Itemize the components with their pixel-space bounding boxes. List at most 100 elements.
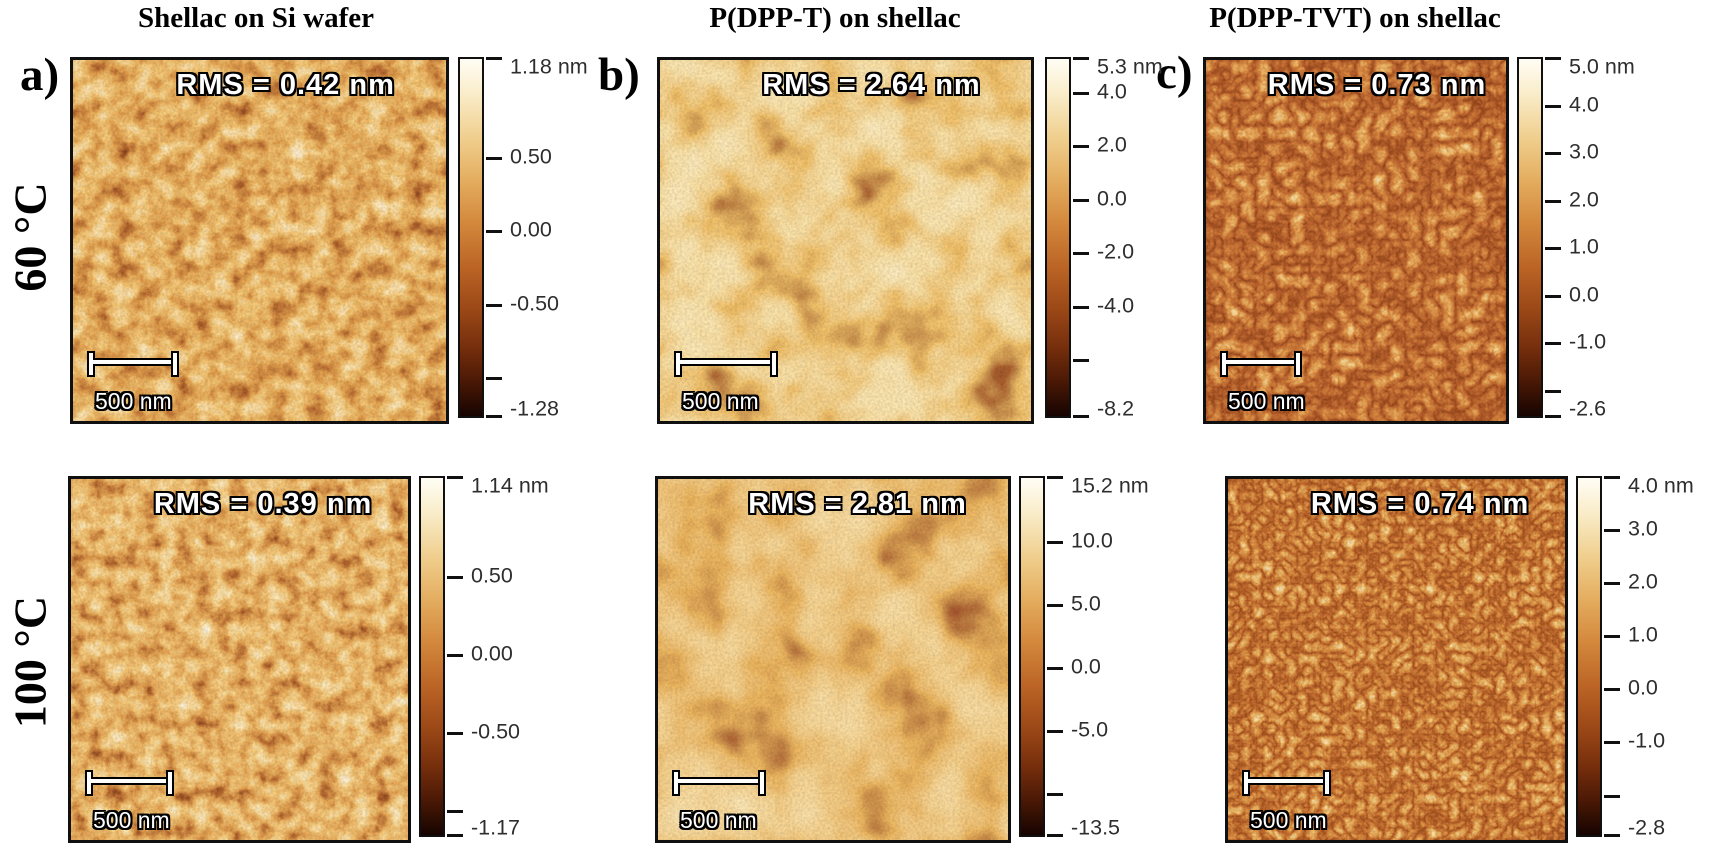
colorbar-tick bbox=[447, 810, 463, 814]
colorbar-tick bbox=[1545, 294, 1561, 298]
colorbar-tick-label: 2.0 bbox=[1628, 569, 1658, 594]
colorbar-tick-label: -1.0 bbox=[1628, 728, 1666, 753]
colorbar-tick bbox=[1073, 305, 1089, 309]
colorbar-tick-label: 0.0 bbox=[1071, 654, 1101, 679]
colorbar-tick-label: 1.0 bbox=[1628, 622, 1658, 647]
colorbar-tick-label: 0.0 bbox=[1628, 675, 1658, 700]
colorbar-tick-label: 5.3 nm bbox=[1097, 54, 1163, 79]
colorbar-tick-label: 0.00 bbox=[471, 641, 513, 666]
rms-label: RMS = 0.74 nm bbox=[1310, 488, 1530, 520]
colorbar-tick-label: -8.2 bbox=[1097, 396, 1135, 421]
colorbar-tick-label: -2.0 bbox=[1097, 239, 1135, 264]
colorbar-tick bbox=[1545, 57, 1561, 60]
afm-panel-c-100c: RMS = 0.74 nm 500 nm bbox=[1225, 476, 1568, 843]
colorbar-tick bbox=[486, 156, 502, 160]
scale-bar-line bbox=[1226, 358, 1296, 366]
colorbar-tick-label: -1.17 bbox=[471, 815, 521, 840]
colorbar-tick-label: 3.0 bbox=[1569, 139, 1599, 164]
colorbar-tick bbox=[1545, 104, 1561, 108]
colorbar-tick bbox=[1545, 152, 1561, 155]
colorbar-tick bbox=[486, 303, 502, 307]
colorbar-tick-label: 5.0 nm bbox=[1569, 54, 1635, 79]
colorbar-tick bbox=[1604, 834, 1620, 837]
scale-bar-label: 500 nm bbox=[93, 807, 170, 833]
scale-bar-label: 500 nm bbox=[1250, 807, 1327, 833]
row-label-100c: 100 °C bbox=[4, 595, 56, 729]
colorbar-tick bbox=[1604, 529, 1620, 533]
colorbar-tick-label: -13.5 bbox=[1071, 815, 1121, 840]
colorbar-tick bbox=[1073, 91, 1089, 95]
colorbar-tick bbox=[1604, 582, 1620, 586]
scale-bar-endcap bbox=[166, 770, 174, 796]
colorbar: 4.0 nm 3.0 2.0 1.0 0.0 -1.0 -2.8 bbox=[1576, 474, 1694, 840]
panel-letter-c: c) bbox=[1156, 47, 1193, 99]
colorbar-tick-label: 2.0 bbox=[1569, 187, 1599, 211]
colorbar-tick-label: 4.0 nm bbox=[1628, 473, 1694, 498]
colorbar-tick-label: 0.50 bbox=[510, 144, 552, 169]
colorbar-tick-label: 15.2 nm bbox=[1071, 473, 1149, 498]
rms-label: RMS = 0.42 nm bbox=[176, 69, 395, 101]
afm-panel-c-60c: RMS = 0.73 nm 500 nm bbox=[1203, 57, 1509, 424]
panel-letter-b: b) bbox=[598, 49, 640, 101]
colorbar-tick-label: 3.0 bbox=[1628, 516, 1658, 541]
afm-topography-image bbox=[73, 60, 446, 421]
colorbar-tick bbox=[447, 834, 463, 837]
colorbar-tick bbox=[447, 654, 463, 658]
colorbar-tick-label: 2.0 bbox=[1097, 132, 1127, 157]
colorbar-tick-label: -2.8 bbox=[1628, 815, 1666, 840]
scale-bar-line bbox=[680, 358, 772, 366]
afm-panel-a-100c: RMS = 0.39 nm 500 nm bbox=[68, 476, 411, 843]
scale-bar-endcap bbox=[1323, 770, 1331, 796]
scale-bar-endcap bbox=[1294, 351, 1302, 377]
colorbar: 15.2 nm 10.0 5.0 0.0 -5.0 -13.5 bbox=[1019, 474, 1149, 840]
colorbar-tick-label: 4.0 bbox=[1097, 79, 1127, 104]
colorbar-tick bbox=[1604, 476, 1620, 479]
rms-label: RMS = 0.73 nm bbox=[1267, 69, 1487, 101]
colorbar-tick bbox=[1604, 635, 1620, 639]
colorbar: 5.3 nm 4.0 2.0 0.0 -2.0 -4.0 -8.2 bbox=[1045, 55, 1163, 421]
colorbar-tick-label: -0.50 bbox=[510, 291, 560, 316]
colorbar-tick bbox=[486, 376, 502, 380]
colorbar-tick bbox=[1047, 667, 1063, 671]
scale-bar bbox=[1242, 770, 1331, 796]
scale-bar-endcap bbox=[770, 351, 778, 377]
rms-label: RMS = 2.64 nm bbox=[762, 69, 981, 101]
scale-bar-line bbox=[91, 777, 168, 785]
colorbar-tick-label: -4.0 bbox=[1097, 293, 1135, 318]
colorbar-tick-label: 0.0 bbox=[1569, 282, 1599, 306]
scale-bar-label: 500 nm bbox=[680, 807, 757, 833]
scale-bar bbox=[87, 351, 179, 377]
colorbar-tick bbox=[1073, 252, 1089, 256]
colorbar-tick bbox=[1545, 342, 1561, 345]
panel-letter-a: a) bbox=[20, 49, 60, 101]
colorbar-gradient bbox=[1019, 476, 1045, 837]
colorbar-tick bbox=[1545, 415, 1561, 418]
scale-bar-line bbox=[93, 358, 173, 366]
scale-bar-line bbox=[678, 777, 760, 785]
colorbar-tick-label: 10.0 bbox=[1071, 528, 1113, 553]
scale-bar-label: 500 nm bbox=[95, 388, 172, 414]
afm-topography-image bbox=[660, 60, 1031, 421]
colorbar-tick bbox=[1047, 541, 1063, 545]
colorbar-tick bbox=[1073, 145, 1089, 149]
colorbar-tick-label: -1.0 bbox=[1569, 329, 1607, 354]
colorbar-tick-label: 4.0 bbox=[1569, 92, 1599, 116]
colorbar-tick-label: -5.0 bbox=[1071, 717, 1109, 742]
scale-bar-endcap bbox=[171, 351, 179, 377]
colorbar-tick-label: 0.0 bbox=[1097, 186, 1127, 211]
colorbar-gradient bbox=[458, 57, 484, 418]
colorbar-tick-label: 1.0 bbox=[1569, 234, 1599, 259]
colorbar-tick bbox=[1545, 247, 1561, 250]
colorbar-gradient bbox=[419, 476, 445, 837]
colorbar-tick bbox=[486, 230, 502, 234]
colorbar-gradient bbox=[1576, 476, 1602, 837]
colorbar-tick bbox=[1073, 415, 1089, 418]
colorbar-tick bbox=[1073, 359, 1089, 363]
colorbar: 1.18 nm 0.50 0.00 -0.50 -1.28 bbox=[458, 55, 588, 421]
colorbar-tick bbox=[1047, 604, 1063, 608]
colorbar-tick-label: 1.18 nm bbox=[510, 54, 588, 79]
column-title-pdpp-tvt: P(DPP-TVT) on shellac bbox=[1209, 2, 1501, 34]
colorbar-tick bbox=[1545, 389, 1561, 393]
column-title-shellac: Shellac on Si wafer bbox=[137, 2, 375, 34]
